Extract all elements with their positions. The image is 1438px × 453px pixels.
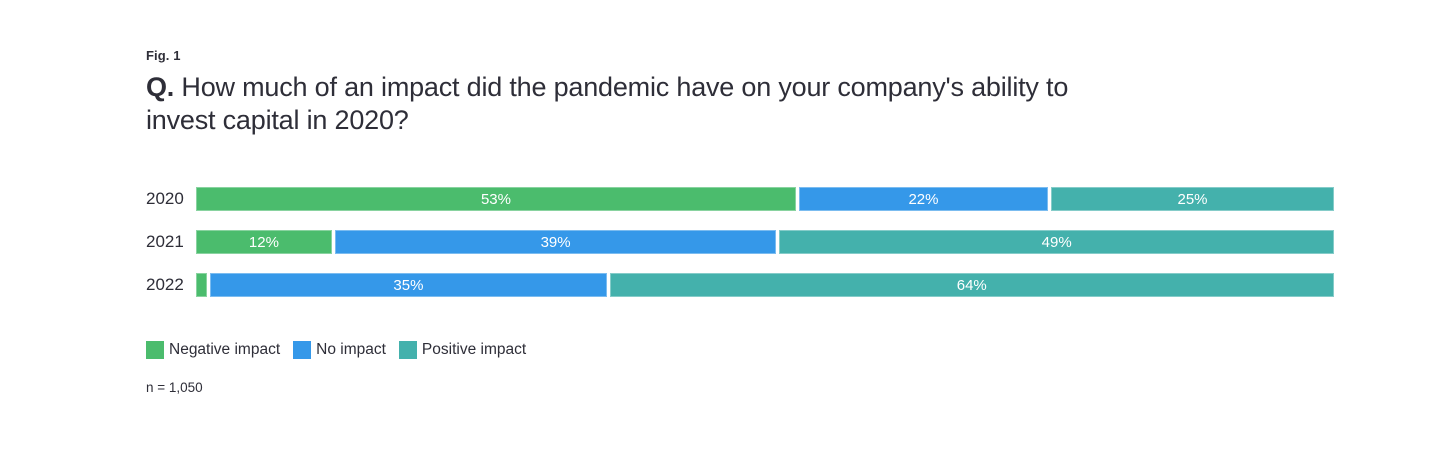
bar-value-label: 49%: [1041, 233, 1072, 251]
legend-label: No impact: [316, 341, 386, 358]
bar-value-label: 12%: [248, 233, 279, 251]
bar-value-label: 64%: [956, 276, 987, 294]
stacked-bar-chart: 2020 53% 22% 25% 2021 12% 39% 49% 2022 35% 64%: [146, 187, 1335, 316]
category-label: 2020: [146, 189, 184, 208]
bar-track: 35% 64%: [196, 273, 1334, 297]
title-line2: invest capital in 2020?: [146, 105, 409, 135]
legend-item: Positive impact: [398, 341, 527, 359]
bar-segment: [196, 273, 208, 297]
legend-swatch: [146, 341, 164, 359]
bar-segment: 25%: [1051, 187, 1334, 211]
chart-legend: Negative impact No impact Positive impact: [146, 341, 526, 359]
legend-item: Negative impact: [146, 341, 280, 359]
bar-segment: 12%: [196, 230, 332, 254]
legend-label: Negative impact: [169, 341, 281, 358]
question-prefix: Q.: [146, 72, 175, 102]
chart-row: 2021 12% 39% 49%: [146, 230, 1335, 254]
chart-row: 2020 53% 22% 25%: [146, 187, 1334, 211]
legend-swatch: [398, 341, 417, 359]
figure-title: Q. How much of an impact did the pandemi…: [146, 71, 1068, 137]
bar-value-label: 53%: [480, 190, 511, 208]
bar-segment: 39%: [334, 230, 777, 254]
category-label: 2021: [146, 232, 184, 251]
legend-swatch: [293, 341, 312, 359]
bar-segment: 22%: [798, 187, 1048, 211]
title-line1: How much of an impact did the pandemic h…: [181, 72, 1069, 102]
chart-row: 2022 35% 64%: [146, 273, 1334, 297]
bar-value-label: 22%: [908, 190, 939, 208]
category-label: 2022: [146, 275, 184, 294]
legend-item: No impact: [293, 341, 386, 359]
fig-label: Fig. 1: [146, 48, 181, 63]
bar-value-label: 25%: [1177, 190, 1208, 208]
bar-value-label: 39%: [540, 233, 571, 251]
bar-value-label: 35%: [393, 276, 424, 294]
sample-size-label: n = 1,050: [146, 380, 203, 395]
bar-segment: 49%: [779, 230, 1335, 254]
bar-track: 12% 39% 49%: [196, 230, 1335, 254]
legend-label: Positive impact: [421, 341, 527, 358]
bar-segment: 35%: [210, 273, 607, 297]
bar-segment: 64%: [609, 273, 1334, 297]
bar-track: 53% 22% 25%: [196, 187, 1334, 211]
bar-segment: 53%: [196, 187, 796, 211]
